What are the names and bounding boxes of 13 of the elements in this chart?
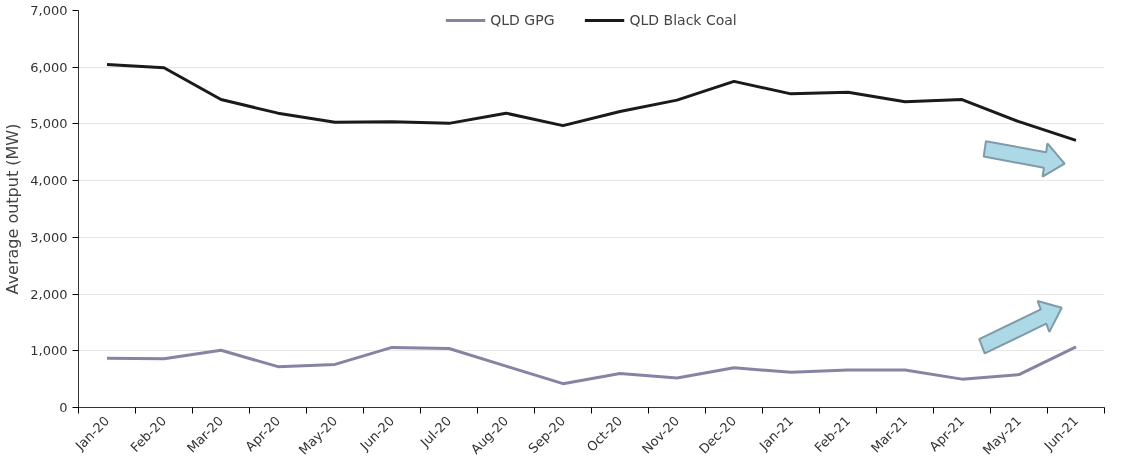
- y-tick-label: 0: [59, 400, 68, 415]
- y-axis-title: Average output (MW): [3, 123, 23, 295]
- y-tick-label: 7,000: [30, 3, 68, 18]
- legend-label: QLD Black Coal: [629, 12, 737, 28]
- y-tick-label: 1,000: [30, 343, 68, 359]
- y-tick-label: 4,000: [30, 173, 68, 189]
- line-series: [105, 62, 1078, 142]
- line-series: [105, 345, 1078, 386]
- y-tick-label: 2,000: [30, 286, 68, 302]
- legend-label: QLD GPG: [490, 12, 555, 28]
- y-tick-label: 6,000: [30, 59, 68, 75]
- y-tick-label: 3,000: [30, 229, 68, 245]
- y-tick-label: 5,000: [30, 116, 68, 132]
